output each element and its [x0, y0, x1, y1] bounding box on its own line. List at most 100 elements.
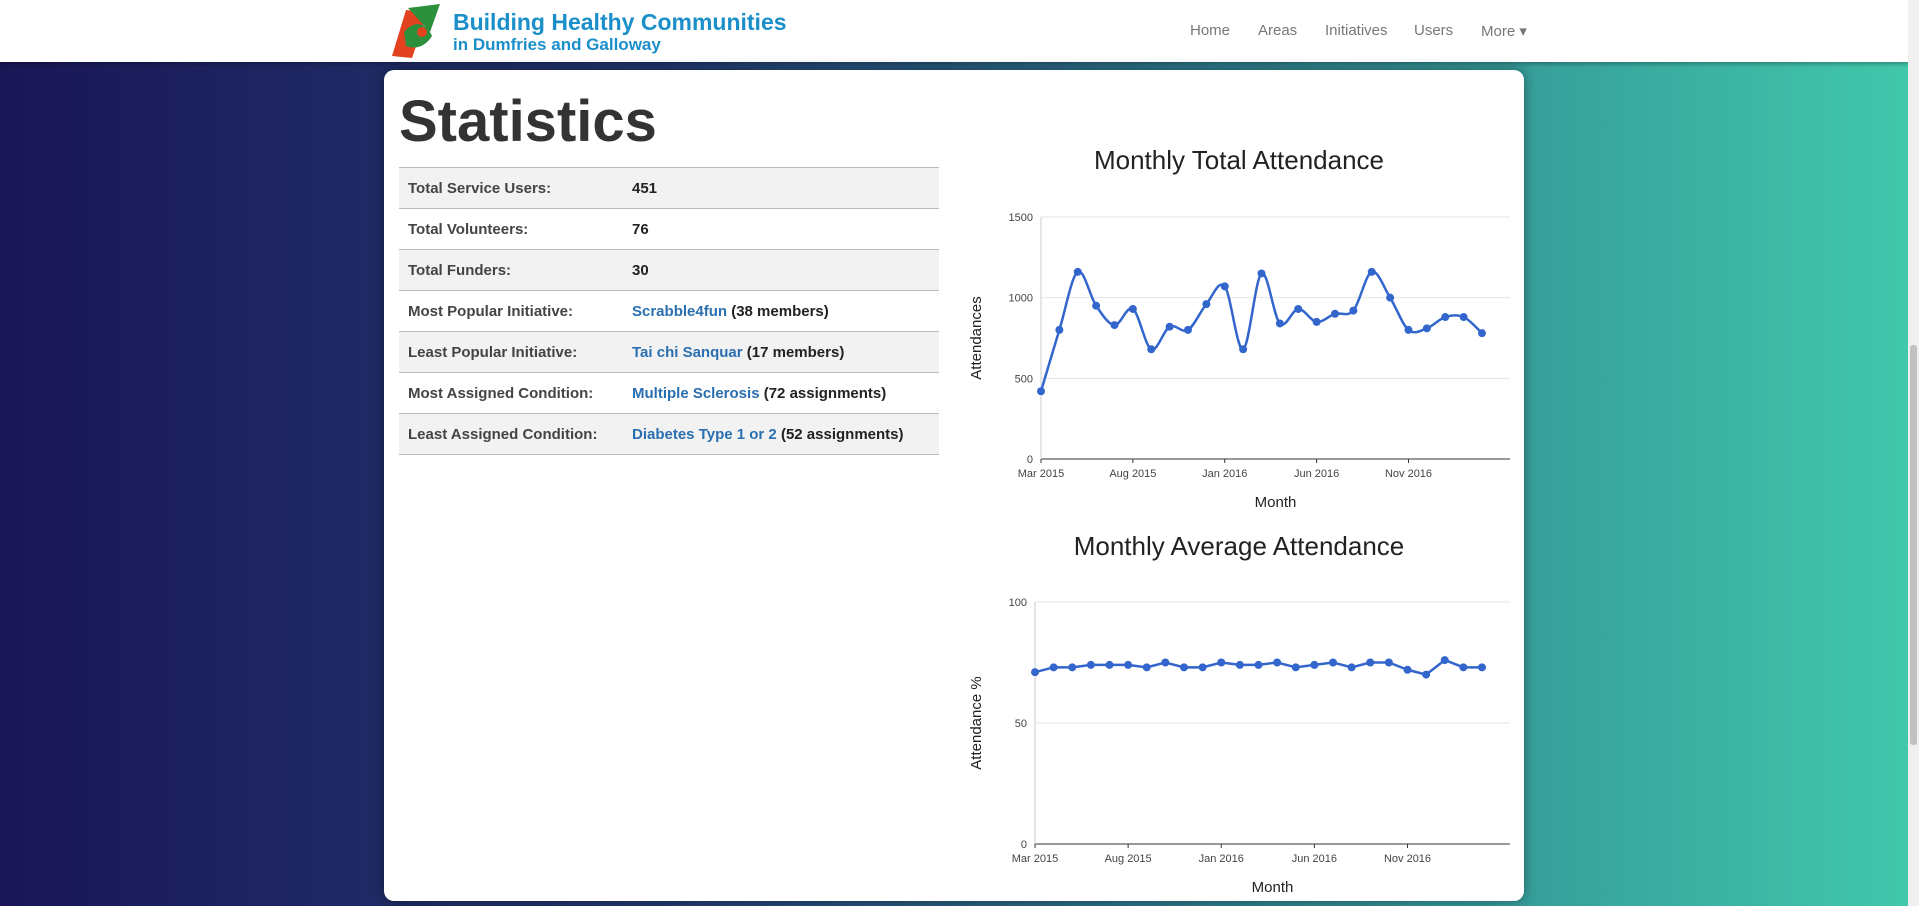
point: [1312, 317, 1321, 326]
point: [1165, 322, 1174, 331]
row-value: 451: [623, 167, 939, 209]
brand[interactable]: Building Healthy Communities: [453, 9, 787, 35]
charts: Monthly Total Attendance Attendances Month…: [968, 145, 1510, 896]
note: (17 members): [746, 343, 845, 361]
point: [1386, 293, 1395, 302]
link[interactable]: Scrabble4fun: [632, 302, 728, 320]
point: [1347, 663, 1356, 672]
point: [1294, 304, 1303, 313]
x-tick-label: Mar 2015: [1018, 468, 1064, 480]
point: [1404, 325, 1413, 334]
point: [1403, 665, 1412, 674]
point: [1478, 663, 1486, 672]
table-row: Most Popular Initiative: Scrabble4fun (38…: [399, 290, 939, 332]
row-value: Diabetes Type 1 or 2 (52 assignments): [623, 413, 939, 455]
x-tick-label: Jan 2016: [1202, 468, 1247, 480]
point: [1124, 660, 1133, 669]
x-axis-label: Month: [1252, 879, 1294, 896]
point: [1092, 301, 1101, 310]
nav-link[interactable]: Users: [1414, 22, 1454, 39]
point: [1422, 670, 1431, 679]
nav-link-text[interactable]: More: [1481, 23, 1516, 40]
point: [1478, 329, 1486, 338]
y-tick-label: 0: [1021, 839, 1027, 851]
scroll-thumb[interactable]: [1910, 345, 1917, 745]
y-axis-label: Attendance %: [968, 676, 985, 769]
x-tick-label: Mar 2015: [1012, 853, 1058, 865]
point: [1031, 668, 1039, 677]
x-tick-label: Nov 2016: [1385, 468, 1432, 480]
point: [1329, 658, 1337, 667]
note: (52 assignments): [780, 425, 904, 443]
brand-sub: in Dumfries and Galloway: [453, 35, 661, 54]
point: [1291, 663, 1300, 672]
heading: Statistics: [399, 89, 657, 154]
table-row: Total Service Users: 451: [399, 167, 939, 209]
card: Statistics Total Service Users: 451 Total …: [384, 70, 1524, 901]
row-label: Least Assigned Condition:: [399, 413, 623, 455]
point: [1110, 321, 1119, 330]
y-axis-label: Attendances: [968, 296, 985, 379]
point: [1049, 663, 1058, 672]
scrollbar[interactable]: [1908, 0, 1919, 906]
nav-link[interactable]: More ▾: [1481, 23, 1527, 40]
note: (38 members): [731, 302, 829, 320]
nav-link[interactable]: Initiatives: [1325, 22, 1388, 39]
point: [1349, 306, 1358, 315]
link[interactable]: Multiple Sclerosis: [632, 384, 760, 402]
point: [1128, 304, 1137, 313]
point: [1105, 660, 1114, 669]
point: [1331, 309, 1339, 318]
y-tick-label: 0: [1027, 454, 1033, 466]
link[interactable]: Diabetes Type 1 or 2: [632, 425, 777, 443]
point: [1068, 663, 1077, 672]
row-value: Tai chi Sanquar (17 members): [623, 331, 939, 373]
point: [1161, 658, 1170, 667]
row-label: Total Funders:: [399, 249, 623, 291]
point: [1055, 325, 1064, 334]
x-axis-label: Month: [1255, 494, 1297, 511]
point: [1422, 324, 1431, 333]
point: [1459, 663, 1468, 672]
value: 451: [632, 179, 658, 197]
x-tick-label: Nov 2016: [1384, 853, 1431, 865]
nav-link[interactable]: Home: [1190, 22, 1231, 39]
point: [1366, 658, 1375, 667]
row-label: Most Popular Initiative:: [399, 290, 623, 332]
row-value: Scrabble4fun (38 members): [623, 290, 939, 332]
point: [1257, 269, 1266, 278]
chart-title: Monthly Total Attendance: [1094, 145, 1384, 175]
row-value: 76: [623, 208, 939, 250]
table-row: Least Popular Initiative: Tai chi Sanquar…: [399, 331, 939, 373]
point: [1441, 313, 1450, 322]
point: [1239, 345, 1248, 354]
point: [1198, 663, 1207, 672]
logo[interactable]: [386, 2, 446, 62]
link[interactable]: Tai chi Sanquar: [632, 343, 743, 361]
point: [1275, 319, 1284, 328]
nav-link[interactable]: Areas: [1258, 22, 1298, 39]
table-row: Total Volunteers: 76: [399, 208, 939, 250]
value: 76: [632, 220, 649, 238]
chart-title: Monthly Average Attendance: [1074, 531, 1405, 561]
row-value: 30: [623, 249, 939, 291]
line: [1039, 270, 1483, 392]
point: [1384, 658, 1393, 667]
y-tick-label: 500: [1015, 373, 1033, 385]
point: [1310, 660, 1319, 669]
point: [1254, 660, 1263, 669]
x-tick-label: Jan 2016: [1199, 853, 1244, 865]
x-tick-label: Jun 2016: [1294, 468, 1339, 480]
x-tick-label: Jun 2016: [1292, 853, 1337, 865]
point: [1367, 267, 1376, 276]
point: [1180, 663, 1188, 672]
point: [1459, 313, 1468, 322]
y-tick-label: 1500: [1009, 212, 1033, 224]
point: [1037, 387, 1045, 396]
point: [1217, 658, 1226, 667]
stats-table: Total Service Users: 451 Total Volunteers:…: [399, 167, 939, 455]
point: [1440, 656, 1449, 665]
point: [1142, 663, 1151, 672]
table-row: Total Funders: 30: [399, 249, 939, 291]
